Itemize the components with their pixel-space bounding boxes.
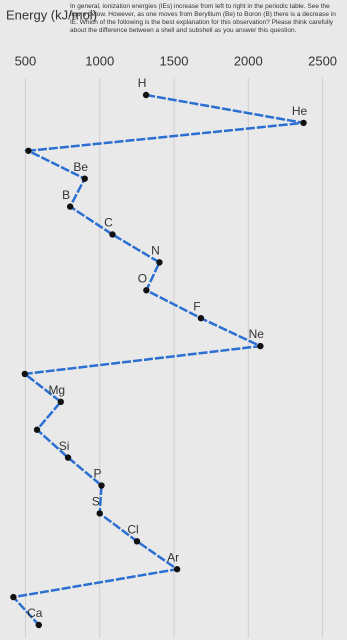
element-label: C bbox=[104, 216, 113, 230]
element-label: Be bbox=[73, 160, 88, 174]
data-point bbox=[96, 510, 103, 517]
data-point bbox=[197, 314, 205, 322]
tick-label: 1000 bbox=[85, 53, 114, 68]
data-point bbox=[133, 538, 141, 545]
data-point bbox=[21, 370, 29, 378]
data-point bbox=[173, 566, 181, 573]
element-label: Ca bbox=[27, 606, 43, 620]
element-label: He bbox=[292, 104, 308, 118]
element-label: O bbox=[138, 271, 147, 285]
data-point bbox=[66, 203, 74, 210]
element-label: F bbox=[193, 299, 200, 313]
data-point bbox=[257, 342, 264, 350]
element-label: Ar bbox=[167, 550, 179, 564]
element-label: P bbox=[93, 467, 101, 481]
data-point bbox=[98, 482, 105, 489]
element-label: Si bbox=[59, 439, 70, 453]
data-point bbox=[33, 426, 41, 433]
data-point bbox=[35, 621, 42, 629]
tick-label: 500 bbox=[15, 53, 37, 68]
tick-label: 1500 bbox=[160, 53, 189, 68]
element-label: Mg bbox=[48, 383, 65, 397]
data-point bbox=[10, 593, 17, 601]
data-point bbox=[143, 287, 150, 294]
data-point bbox=[57, 398, 64, 406]
tick-label: 2000 bbox=[234, 53, 263, 68]
data-line bbox=[10, 93, 304, 626]
data-point bbox=[109, 231, 116, 238]
data-point bbox=[64, 454, 72, 461]
question-text: In general, ionization energies (IEs) in… bbox=[70, 3, 336, 34]
tick-label: 2500 bbox=[308, 53, 337, 68]
element-label: S bbox=[92, 495, 100, 509]
element-label: Ne bbox=[249, 327, 265, 341]
element-label: B bbox=[62, 188, 70, 202]
element-label: H bbox=[138, 76, 147, 90]
element-label: Cl bbox=[127, 522, 138, 536]
data-point bbox=[142, 91, 150, 99]
data-point bbox=[81, 175, 88, 182]
data-point bbox=[300, 119, 307, 127]
axis-label: Energy (kJ/mol) bbox=[6, 7, 97, 22]
element-label: N bbox=[151, 244, 160, 258]
data-point bbox=[25, 147, 32, 154]
data-point bbox=[156, 259, 163, 266]
